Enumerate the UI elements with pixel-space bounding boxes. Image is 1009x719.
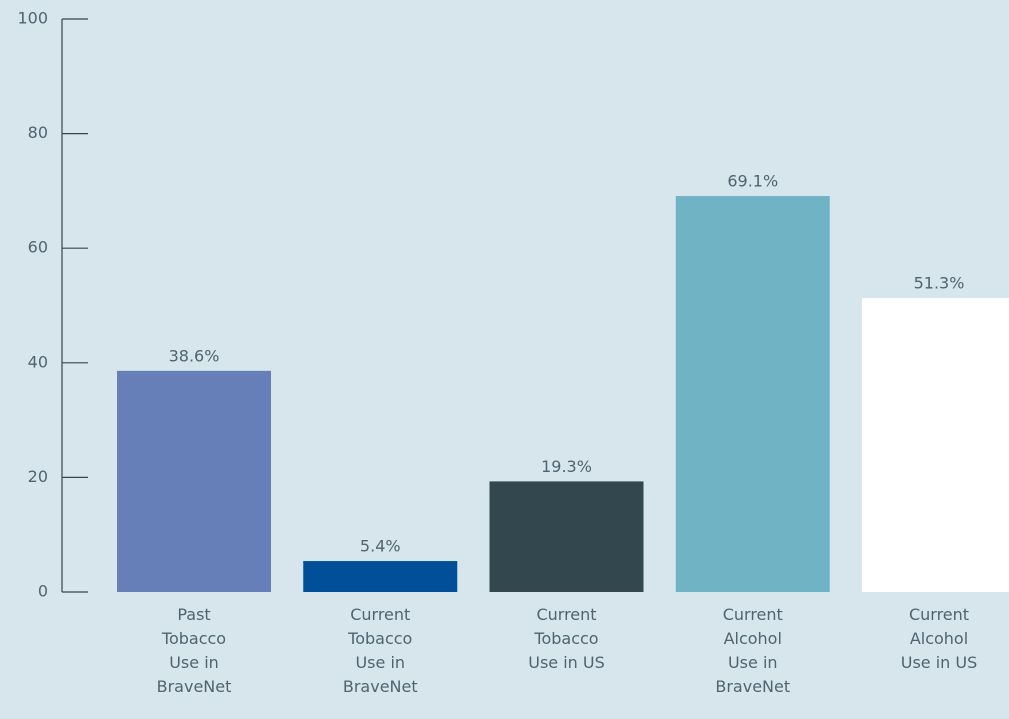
value-label: 5.4% <box>360 537 401 556</box>
y-tick-label: 0 <box>38 582 48 601</box>
value-label: 51.3% <box>914 274 965 293</box>
x-tick-label: Current Alcohol Use in US <box>900 605 978 672</box>
x-tick-label: Past Tobacco Use in BraveNet <box>156 605 232 696</box>
bar <box>862 298 1009 592</box>
y-tick-label: 40 <box>28 352 48 371</box>
bar <box>117 370 271 592</box>
value-label: 38.6% <box>169 346 220 365</box>
x-tick-label: Current Tobacco Use in US <box>528 605 605 672</box>
value-label: 19.3% <box>541 457 592 476</box>
bar <box>675 196 830 592</box>
value-label: 69.1% <box>727 172 778 191</box>
y-tick-label: 60 <box>28 238 48 257</box>
bar <box>303 561 458 592</box>
x-tick-label: Current Tobacco Use in BraveNet <box>342 605 418 696</box>
y-tick-label: 20 <box>28 467 48 486</box>
y-tick-label: 100 <box>17 9 48 28</box>
bar <box>489 481 644 592</box>
x-tick-label: Current Alcohol Use in BraveNet <box>715 605 791 696</box>
y-tick-label: 80 <box>28 123 48 142</box>
